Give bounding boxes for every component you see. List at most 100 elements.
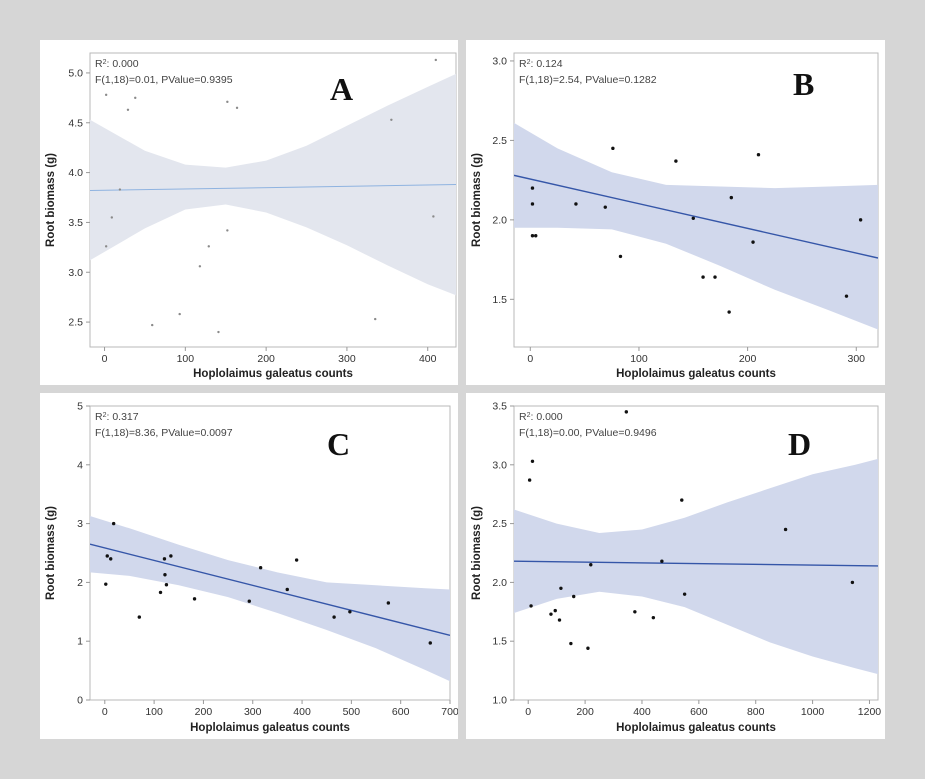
data-point — [557, 618, 562, 622]
r-squared-text: R2: 0.124 — [519, 58, 563, 70]
x-tick-label: 200 — [576, 706, 594, 718]
f-statistic-text: F(1,18)=8.36, PValue=0.0097 — [95, 427, 233, 439]
data-point — [104, 93, 108, 97]
data-point — [332, 615, 336, 619]
x-tick-label: 400 — [633, 706, 651, 718]
data-point — [118, 188, 122, 191]
data-point — [611, 146, 615, 151]
y-tick-label: 3.0 — [492, 55, 507, 67]
data-point — [529, 604, 533, 608]
y-tick-label: 3 — [77, 518, 83, 530]
data-point — [226, 229, 229, 232]
confidence-band — [514, 122, 878, 330]
r-squared-text: R2: 0.000 — [95, 58, 139, 70]
x-axis-title: Hoplolaimus galeatus counts — [616, 368, 776, 380]
data-point — [756, 153, 761, 157]
y-tick-label: 1.5 — [492, 636, 507, 648]
x-tick-label: 200 — [739, 353, 757, 365]
data-point — [258, 566, 263, 570]
y-tick-label: 4.5 — [68, 117, 83, 129]
panel-A: 0 100 200 300 400 2.5 3.0 3.5 4.0 4.5 5.0 Hoplolaim… — [40, 40, 458, 385]
data-point — [530, 186, 535, 190]
y-tick-label: 2.5 — [68, 317, 83, 329]
data-point — [858, 218, 863, 222]
x-tick-label: 300 — [338, 353, 356, 365]
data-point — [729, 195, 734, 200]
f-statistic-text: F(1,18)=0.01, PValue=0.9395 — [95, 74, 233, 86]
data-point — [151, 323, 154, 327]
data-point — [691, 216, 695, 220]
y-tick-label: 2 — [77, 577, 83, 589]
y-tick-label: 1 — [77, 636, 83, 648]
data-point — [559, 586, 563, 590]
panel-B: 0 100 200 300 1.5 2.0 2.5 3.0 Hoplolaimus galeat… — [466, 40, 885, 385]
x-tick-label: 800 — [747, 706, 765, 718]
data-point — [527, 478, 532, 482]
data-point — [164, 583, 169, 587]
data-point — [572, 594, 576, 599]
regression-line — [514, 174, 878, 259]
data-point — [158, 590, 163, 595]
data-point — [109, 557, 113, 561]
data-point — [674, 159, 678, 163]
data-point — [574, 202, 578, 206]
panel-letter: C — [327, 426, 350, 462]
data-point — [553, 608, 557, 613]
data-point — [569, 641, 573, 646]
data-point — [192, 597, 197, 601]
y-tick-label: 5 — [77, 401, 83, 413]
x-tick-label: 300 — [848, 353, 866, 365]
data-point — [660, 559, 664, 563]
data-point — [428, 641, 432, 645]
y-tick-label: 3.5 — [68, 217, 83, 229]
data-point — [126, 108, 130, 112]
panel-C: 0 100 200 300 400 500 600 700 0 1 2 3 4 5 Hoplolaimus … — [40, 393, 458, 739]
data-point — [348, 610, 352, 614]
data-point — [603, 205, 607, 209]
regression-line — [514, 560, 878, 567]
data-point — [783, 527, 788, 532]
confidence-band — [90, 73, 456, 296]
x-tick-label: 400 — [419, 353, 437, 365]
y-tick-label: 3.5 — [492, 401, 507, 413]
x-axis-title: Hoplolaimus galeatus counts — [193, 368, 353, 380]
chart-svg-B: 0 100 200 300 1.5 2.0 2.5 3.0 Hoplolaimus galeat… — [471, 52, 879, 380]
x-tick-label: 600 — [690, 706, 708, 718]
data-point — [111, 521, 116, 526]
x-tick-label: 500 — [343, 706, 361, 718]
regression-line — [90, 184, 456, 192]
data-point — [624, 410, 629, 414]
x-tick-label: 200 — [195, 706, 213, 718]
panel-D: 0 200 400 600 800 1000 1200 1.0 1.5 2.0 2.5 3.0 3.5 H… — [466, 393, 885, 739]
data-point — [589, 563, 593, 567]
data-point — [110, 216, 114, 219]
f-statistic-text: F(1,18)=0.00, PValue=0.9496 — [519, 427, 657, 439]
data-point — [727, 310, 731, 314]
y-tick-label: 5.0 — [68, 67, 83, 79]
y-tick-label: 2.0 — [492, 577, 507, 589]
y-tick-label: 1.0 — [492, 695, 507, 707]
panel-letter: B — [793, 66, 814, 102]
y-axis-title: Root biomass (g) — [471, 153, 483, 247]
x-tick-label: 700 — [441, 706, 458, 718]
y-tick-label: 4 — [77, 459, 83, 471]
r-squared-text: R2: 0.000 — [519, 411, 563, 423]
confidence-band — [514, 458, 878, 675]
data-point — [618, 254, 623, 259]
y-tick-label: 2.5 — [492, 135, 507, 147]
data-point — [680, 498, 684, 502]
y-tick-label: 3.0 — [492, 459, 507, 471]
data-point — [390, 118, 393, 121]
data-point — [198, 265, 202, 268]
chart-svg-D: 0 200 400 600 800 1000 1200 1.0 1.5 2.0 2.5 3.0 3.5 H… — [471, 401, 881, 735]
x-tick-label: 100 — [630, 353, 648, 365]
data-point — [235, 106, 239, 110]
data-point — [207, 245, 210, 248]
data-point — [434, 58, 438, 62]
data-point — [432, 215, 435, 218]
x-tick-label: 200 — [257, 353, 275, 365]
data-point — [163, 573, 167, 577]
data-point — [586, 646, 590, 650]
data-point — [104, 245, 108, 248]
chart-svg-C: 0 100 200 300 400 500 600 700 0 1 2 3 4 5 Hoplolaimus … — [45, 401, 458, 735]
